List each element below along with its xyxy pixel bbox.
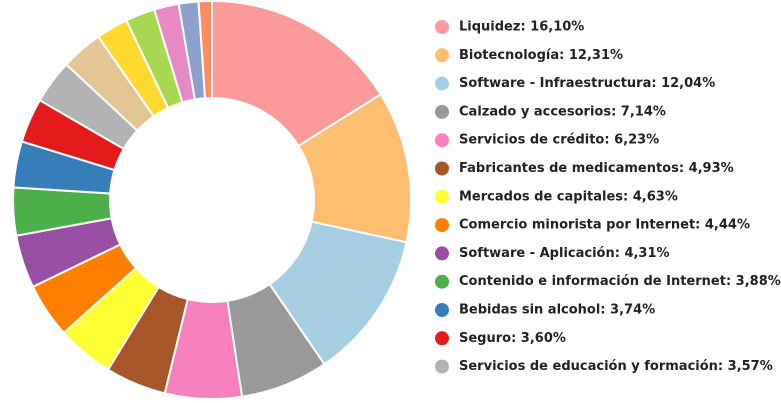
legend-label: Liquidez: 16,10% bbox=[459, 20, 584, 35]
legend-marker bbox=[435, 76, 449, 91]
legend-label: Servicios de crédito: 6,23% bbox=[459, 133, 659, 148]
legend-label: Bebidas sin alcohol: 3,74% bbox=[459, 303, 655, 318]
legend-marker bbox=[435, 133, 449, 148]
legend-marker bbox=[435, 274, 449, 289]
legend-marker bbox=[435, 161, 449, 176]
slice bbox=[211, 0, 383, 148]
legend-label: Software - Aplicación: 4,31% bbox=[459, 246, 670, 261]
legend-label: Calzado y accesorios: 7,14% bbox=[459, 104, 666, 119]
legend-marker bbox=[435, 331, 449, 346]
legend-label: Servicios de educación y formación: 3,57… bbox=[459, 359, 773, 374]
legend-marker bbox=[435, 218, 449, 233]
slice bbox=[197, 0, 213, 100]
legend-label: Seguro: 3,60% bbox=[459, 331, 566, 346]
legend-marker bbox=[435, 303, 449, 317]
legend-marker bbox=[435, 246, 449, 261]
legend-marker bbox=[435, 189, 449, 204]
legend-marker bbox=[435, 359, 449, 374]
legend-label: Biotecnología: 12,31% bbox=[459, 48, 623, 63]
legend-marker bbox=[435, 48, 449, 63]
legend-label: Mercados de capitales: 4,63% bbox=[459, 189, 678, 204]
legend-marker bbox=[435, 20, 449, 34]
legend-label: Comercio minorista por Internet: 4,44% bbox=[459, 218, 750, 233]
legend-marker bbox=[435, 104, 449, 119]
legend-label: Fabricantes de medicamentos: 4,93% bbox=[459, 161, 734, 176]
legend-label: Contenido e información de Internet: 3,8… bbox=[459, 274, 781, 289]
legend-label: Software - Infraestructura: 12,04% bbox=[459, 76, 715, 91]
